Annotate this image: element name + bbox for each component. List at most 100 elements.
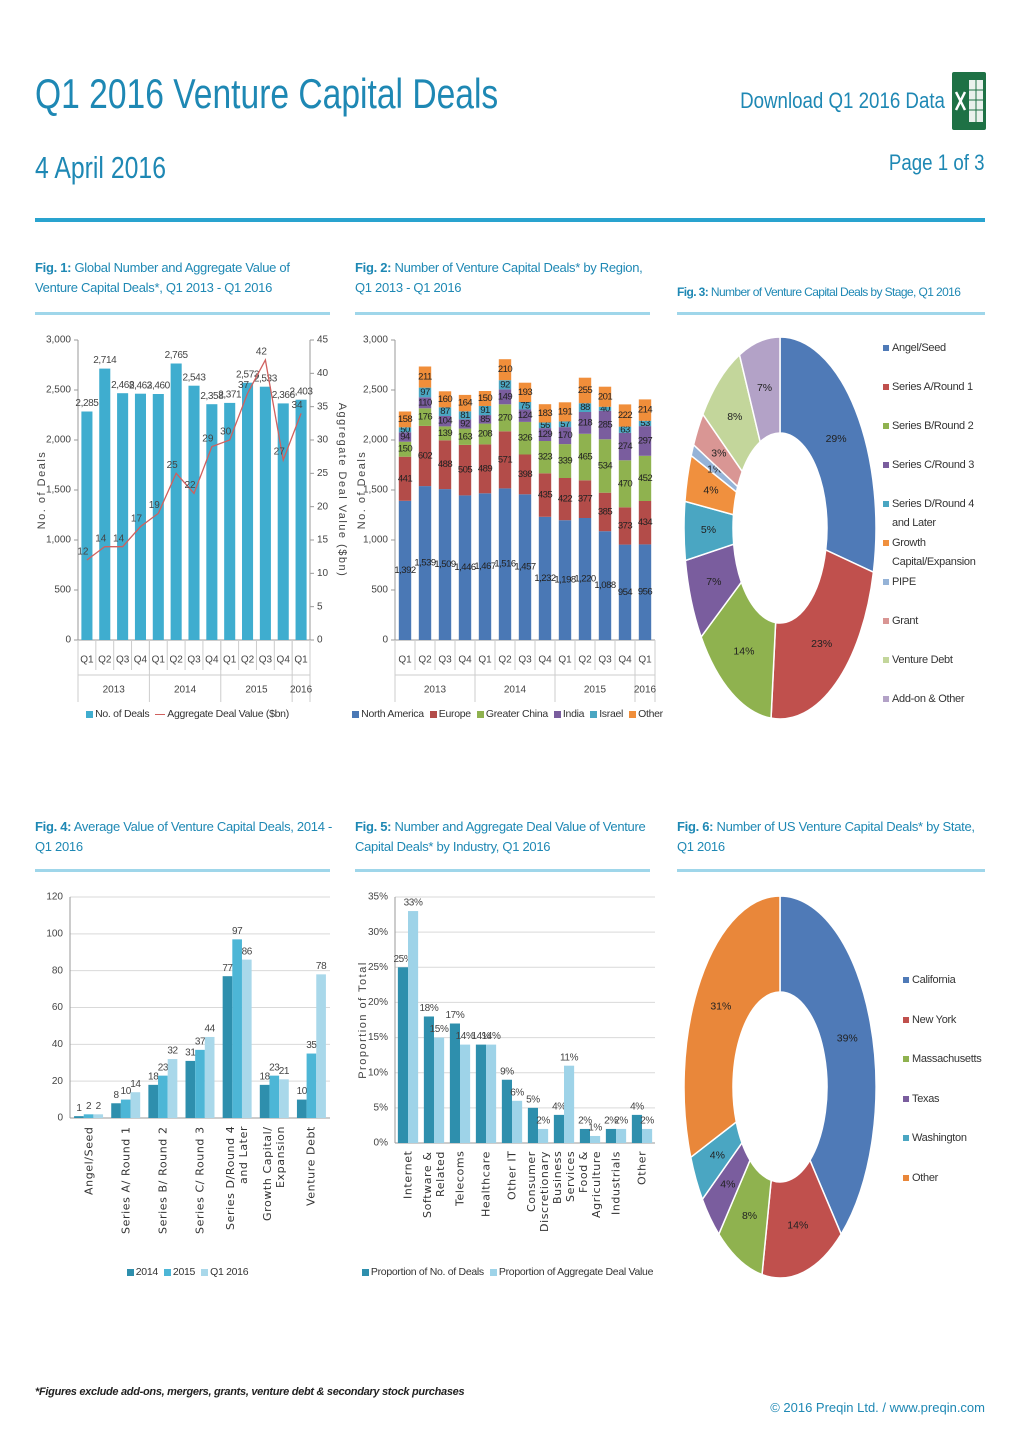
legend-label: New York xyxy=(912,1013,957,1026)
x-tick-label: Q3 xyxy=(518,655,532,666)
data-label: 2,366 xyxy=(272,390,296,401)
bar xyxy=(83,1114,94,1118)
figure-caption: Fig. 2: Number of Venture Capital Deals*… xyxy=(355,258,650,298)
bar-segment xyxy=(478,493,492,640)
download-link[interactable]: Download Q1 2016 Data xyxy=(740,88,945,113)
line xyxy=(86,358,302,561)
bar-segment xyxy=(518,494,532,640)
bar-segment xyxy=(618,426,632,433)
x-group-label: 2014 xyxy=(504,685,527,696)
x-tick-label: Q2 xyxy=(578,655,592,666)
data-label: 160 xyxy=(438,394,453,405)
data-label: 150 xyxy=(478,393,493,404)
y2-tick-label: 10 xyxy=(317,568,329,579)
y2-tick-label: 40 xyxy=(317,368,329,379)
x-tick-label: Q2 xyxy=(418,655,432,666)
x-tick-label: Q2 xyxy=(98,655,112,666)
legend-label: Israel xyxy=(599,708,624,720)
legend-item: Venture Debt xyxy=(883,651,987,690)
bar-segment xyxy=(438,426,452,441)
figure-label: Fig. 4: xyxy=(35,819,72,834)
figure-title: Number and Aggregate Deal Value of Ventu… xyxy=(355,819,646,854)
bar-segment xyxy=(478,444,492,494)
data-label: 2 xyxy=(96,1101,102,1112)
data-label: 14 xyxy=(95,533,107,544)
data-label: 21 xyxy=(279,1066,290,1077)
data-label: 1,446 xyxy=(454,562,475,573)
bar-segment xyxy=(578,518,592,640)
x-tick-label: Consumer Discretionary xyxy=(525,1151,551,1232)
data-label: 285 xyxy=(598,420,613,431)
data-label: 14% xyxy=(787,1219,808,1231)
bar xyxy=(527,1107,538,1143)
bar-segment xyxy=(398,411,412,428)
data-label: 92 xyxy=(460,419,470,430)
legend-item: Israel xyxy=(590,708,623,720)
x-tick-label: Q3 xyxy=(187,655,201,666)
x-tick-label: Q1 xyxy=(152,655,166,666)
chart: 0 500 1,000 1,500 2,000 2,500 3,000 0 5 10 15 20 25 3… xyxy=(36,335,348,702)
legend-swatch xyxy=(126,1268,134,1276)
y-tick-label: 60 xyxy=(52,1002,64,1013)
legend-item: No. of Deals xyxy=(86,708,150,720)
data-label: 208 xyxy=(478,429,493,440)
page-number: Page 1 of 3 xyxy=(889,150,985,175)
data-label: 1,457 xyxy=(514,562,535,573)
bar xyxy=(277,403,289,640)
y-tick-label: 2,000 xyxy=(46,435,71,446)
bar-segment xyxy=(498,389,512,405)
data-label: 23 xyxy=(269,1062,280,1073)
legend-label: Venture Debt xyxy=(892,654,953,666)
data-label: 57 xyxy=(560,419,570,430)
legend-label: California xyxy=(912,974,956,986)
legend-label: India xyxy=(562,708,585,720)
x-tick-label: Business Services xyxy=(551,1151,577,1205)
y-tick-label: 20 xyxy=(52,1076,64,1087)
legend-swatch xyxy=(352,710,360,718)
bar xyxy=(501,1079,512,1143)
x-tick-label: Series D/Round 4 and Later xyxy=(224,1126,251,1231)
bar-segment xyxy=(518,421,532,455)
x-tick-label: Q4 xyxy=(277,655,291,666)
bar-segment xyxy=(418,408,432,426)
legend: North America Europe Greater China India Isr… xyxy=(352,708,663,720)
bar-segment xyxy=(598,386,612,407)
data-label: 4% xyxy=(552,1102,566,1113)
x-tick-label: Series A/ Round 1 xyxy=(119,1126,133,1234)
bar xyxy=(512,1100,523,1143)
bar-segment xyxy=(458,394,472,412)
data-label: 2,543 xyxy=(182,372,206,383)
data-label: 19 xyxy=(149,500,161,511)
data-label: 63 xyxy=(620,424,630,435)
data-label: 94 xyxy=(400,432,410,443)
excel-icon[interactable] xyxy=(952,72,986,130)
x-tick-label: Q1 xyxy=(558,655,572,666)
data-label: 1,509 xyxy=(434,559,455,570)
y-tick-label: 0 xyxy=(382,635,388,646)
data-label: 602 xyxy=(418,451,433,462)
data-label: 571 xyxy=(498,454,513,465)
chart-panel: 0 500 1,000 1,500 2,000 2,500 3,000 0 5 10 15 20 25 3… xyxy=(30,325,348,725)
x-tick-label: Q2 xyxy=(241,655,255,666)
legend: Proportion of No. of Deals Proportion of … xyxy=(355,1266,660,1278)
data-label: 1,539 xyxy=(414,558,435,569)
bar-segment xyxy=(438,416,452,427)
chart: 39% 14% 8% 4% 4% 31% xyxy=(683,895,877,1279)
bar-segment xyxy=(438,391,452,408)
figure-title: Average Value of Venture Capital Deals, … xyxy=(35,819,332,854)
y-tick-label: 0% xyxy=(374,1138,389,1149)
bar-segment xyxy=(518,402,532,410)
data-label: 50 xyxy=(400,424,410,435)
data-label: 56 xyxy=(540,420,550,431)
x-tick-label: Q1 xyxy=(223,655,237,666)
data-label: 2,533 xyxy=(254,373,278,384)
legend: 2014 2015 Q1 2016 xyxy=(30,1266,345,1278)
legend-swatch xyxy=(361,1268,369,1276)
legend-item: California xyxy=(903,971,987,1011)
bar-segment xyxy=(578,433,592,481)
bar-segment xyxy=(538,428,552,441)
bar-segment xyxy=(438,440,452,490)
x-tick-label: Q3 xyxy=(116,655,130,666)
bar-segment xyxy=(398,456,412,501)
legend-swatch xyxy=(903,977,909,983)
